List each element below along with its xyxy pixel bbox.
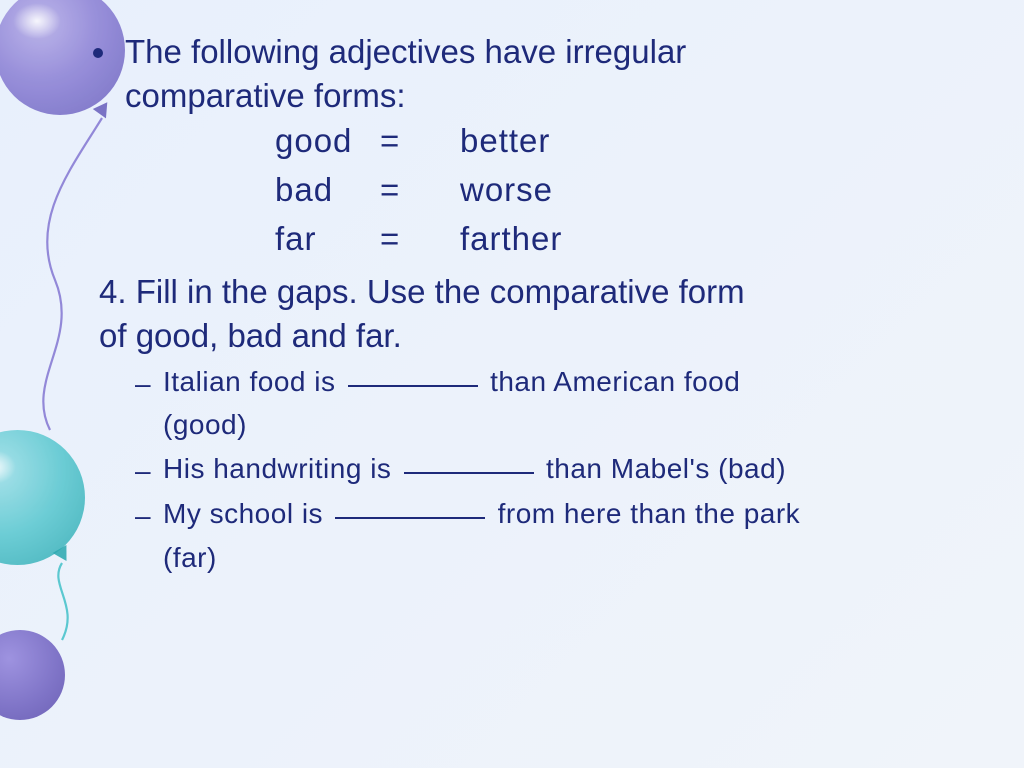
exercise-list: – Italian food is than American food (go…	[135, 360, 985, 579]
heading-bullet: The following adjectives have irregular …	[93, 30, 985, 117]
exercise-number: 4.	[99, 273, 127, 310]
comp-cell: worse	[460, 166, 553, 215]
dash-icon: –	[135, 447, 163, 492]
comp-cell: farther	[460, 215, 562, 264]
item-text: My school is from here than the park (fa…	[163, 492, 800, 579]
blank-field[interactable]	[404, 444, 534, 473]
item-text: Italian food is than American food (good…	[163, 360, 740, 447]
list-item: – My school is from here than the park (…	[135, 492, 985, 579]
table-row: bad = worse	[275, 166, 985, 215]
heading-line1: The following adjectives have irregular	[125, 33, 686, 70]
eq-cell: =	[380, 117, 460, 166]
dash-icon: –	[135, 492, 163, 537]
adj-cell: good	[275, 117, 380, 166]
exercise-intro-line2: of good, bad and far.	[99, 317, 402, 354]
balloon-small-purple	[0, 630, 65, 720]
adj-cell: bad	[275, 166, 380, 215]
eq-cell: =	[380, 215, 460, 264]
item-text: His handwriting is than Mabel's (bad)	[163, 447, 786, 490]
eq-cell: =	[380, 166, 460, 215]
table-row: far = farther	[275, 215, 985, 264]
table-row: good = better	[275, 117, 985, 166]
blank-field[interactable]	[335, 490, 485, 519]
dash-icon: –	[135, 360, 163, 405]
list-item: – His handwriting is than Mabel's (bad)	[135, 447, 985, 492]
heading-line2: comparative forms:	[125, 77, 406, 114]
slide-content: The following adjectives have irregular …	[65, 30, 985, 579]
adj-cell: far	[275, 215, 380, 264]
bullet-icon	[93, 48, 103, 58]
exercise-intro-line1: Fill in the gaps. Use the comparative fo…	[136, 273, 745, 310]
exercise-intro: 4. Fill in the gaps. Use the comparative…	[99, 270, 985, 358]
comparative-table: good = better bad = worse far = farther	[275, 117, 985, 263]
comp-cell: better	[460, 117, 550, 166]
heading-text: The following adjectives have irregular …	[125, 30, 686, 117]
blank-field[interactable]	[348, 358, 478, 387]
list-item: – Italian food is than American food (go…	[135, 360, 985, 447]
